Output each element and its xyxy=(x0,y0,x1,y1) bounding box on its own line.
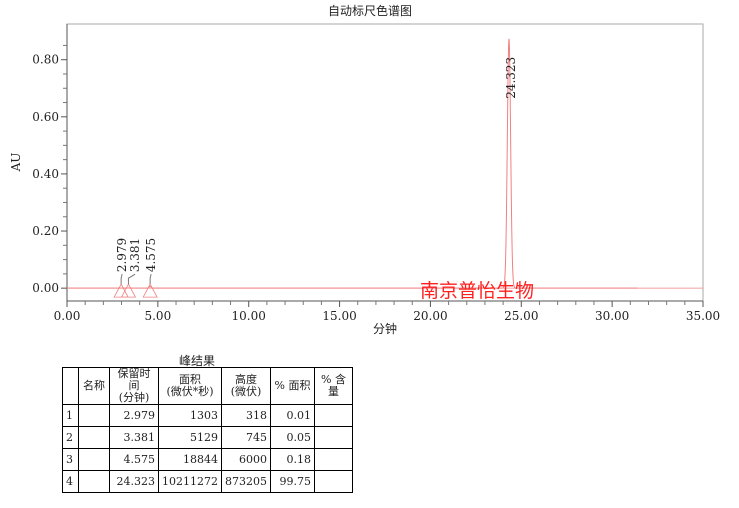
x-tick-label: 25.00 xyxy=(504,309,538,323)
chromatogram-trace xyxy=(67,38,638,289)
table-cell: 6000 xyxy=(221,448,271,471)
table-cell: 10211272 xyxy=(158,470,222,493)
peak-label: 4.575 xyxy=(144,238,158,272)
table-cell: 4 xyxy=(62,470,79,493)
column-header xyxy=(62,367,79,405)
y-tick-label: 0.00 xyxy=(32,281,59,295)
table-title: 峰结果 xyxy=(178,354,215,368)
x-tick-label: 15.00 xyxy=(322,309,356,323)
table-row: 3 4.575 18844 6000 0.18 xyxy=(62,448,353,471)
peak-label: 24.323 xyxy=(504,57,518,99)
table-row: 1 2.979 1303 318 0.01 xyxy=(62,404,353,427)
x-tick-label: 5.00 xyxy=(144,309,171,323)
table-cell: 0.05 xyxy=(270,426,315,449)
x-tick-label: 20.00 xyxy=(413,309,447,323)
column-header: 名称 xyxy=(78,367,110,405)
y-tick-label: 0.80 xyxy=(32,53,59,67)
peak-label: 3.381 xyxy=(128,238,142,272)
chromatogram-chart: 自动标尺色谱图 0.00 5.00 10.00 15.00 20.00 25.00 30.00… xyxy=(9,4,720,336)
x-tick-label: 10.00 xyxy=(232,309,266,323)
table-cell: 4.575 xyxy=(109,448,159,471)
y-axis-label: AU xyxy=(9,153,23,173)
peak-label-leader xyxy=(120,274,123,285)
table-cell: 24.323 xyxy=(109,470,159,493)
column-header: % 含量 xyxy=(314,367,353,405)
table-cell: 18844 xyxy=(158,448,222,471)
table-cell: 2 xyxy=(62,426,79,449)
table-cell: 1 xyxy=(62,404,79,427)
table-cell xyxy=(78,404,110,427)
table-cell: 3.381 xyxy=(109,426,159,449)
table-cell xyxy=(78,426,110,449)
x-tick-label: 30.00 xyxy=(595,309,629,323)
x-tick-label: 0.00 xyxy=(54,309,81,323)
peak-marker xyxy=(120,283,137,298)
table-cell: 0.01 xyxy=(270,404,315,427)
table-cell: 3 xyxy=(62,448,79,471)
x-tick-label: 35.00 xyxy=(686,309,720,323)
table-cell: 1303 xyxy=(158,404,222,427)
peak-results-table: 名称 保留时间 (分钟) 面积 (微伏*秒) 高度 (微伏)% 面积% 含量 1 2.979 1… xyxy=(62,367,353,493)
table-cell: 99.75 xyxy=(270,470,315,493)
peak-label: 2.979 xyxy=(115,238,129,272)
column-header: % 面积 xyxy=(270,367,315,405)
table-cell xyxy=(78,448,110,471)
plot-frame xyxy=(66,23,704,302)
table-cell xyxy=(78,470,110,493)
x-axis-label: 分钟 xyxy=(373,321,397,336)
peak-label-leader xyxy=(149,274,152,285)
peak-label-leader xyxy=(127,273,136,285)
column-header: 面积 (微伏*秒) xyxy=(158,367,222,405)
y-tick-label: 0.20 xyxy=(32,224,59,238)
table-cell: 2.979 xyxy=(109,404,159,427)
column-header: 保留时间 (分钟) xyxy=(109,367,159,405)
table-cell: 873205 xyxy=(221,470,271,493)
table-row: 4 24.323 10211272 873205 99.75 xyxy=(62,470,353,493)
table-cell xyxy=(314,404,353,427)
table-cell: 0.18 xyxy=(270,448,315,471)
y-tick-label: 0.60 xyxy=(32,110,59,124)
table-row: 2 3.381 5129 745 0.05 xyxy=(62,426,353,449)
table-cell xyxy=(314,448,353,471)
table-cell: 745 xyxy=(221,426,271,449)
column-header: 高度 (微伏) xyxy=(221,367,271,405)
table-cell: 5129 xyxy=(158,426,222,449)
table-cell: 318 xyxy=(221,404,271,427)
peak-marker xyxy=(113,283,129,298)
y-tick-label: 0.40 xyxy=(32,167,59,181)
watermark: 南京普怡生物 xyxy=(420,280,534,302)
table-cell xyxy=(314,426,353,449)
peak-marker xyxy=(142,283,158,298)
table-cell xyxy=(314,470,353,493)
chart-title: 自动标尺色谱图 xyxy=(328,4,412,18)
